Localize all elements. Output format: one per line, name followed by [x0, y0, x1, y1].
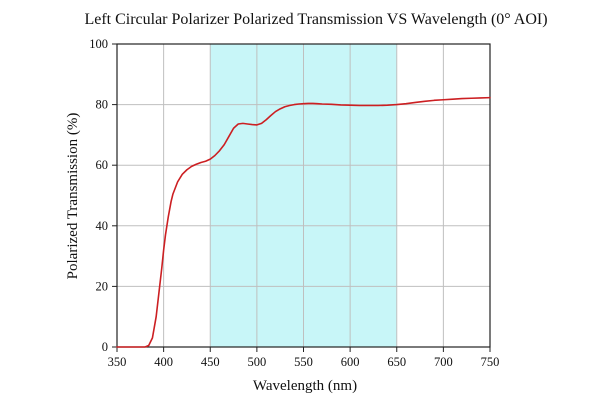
x-tick-label: 450	[201, 355, 220, 369]
y-tick-label: 0	[102, 340, 108, 354]
y-axis-label: Polarized Transmission (%)	[65, 113, 81, 280]
x-tick-label: 500	[248, 355, 267, 369]
y-tick-label: 60	[96, 158, 109, 172]
x-axis-label: Wavelength (nm)	[253, 378, 357, 394]
x-tick-label: 600	[341, 355, 360, 369]
y-tick-label: 40	[96, 219, 109, 233]
y-tick-label: 100	[89, 37, 108, 51]
x-tick-label: 550	[294, 355, 313, 369]
series-line-1	[116, 96, 491, 348]
x-tick-label: 400	[154, 355, 173, 369]
y-tick-label: 20	[96, 279, 109, 293]
x-tick-label: 650	[387, 355, 406, 369]
x-tick-label: 700	[434, 355, 453, 369]
x-tick-label: 350	[108, 355, 127, 369]
chart-title: Left Circular Polarizer Polarized Transm…	[84, 11, 547, 28]
x-tick-label: 750	[481, 355, 500, 369]
y-tick-label: 80	[96, 98, 109, 112]
